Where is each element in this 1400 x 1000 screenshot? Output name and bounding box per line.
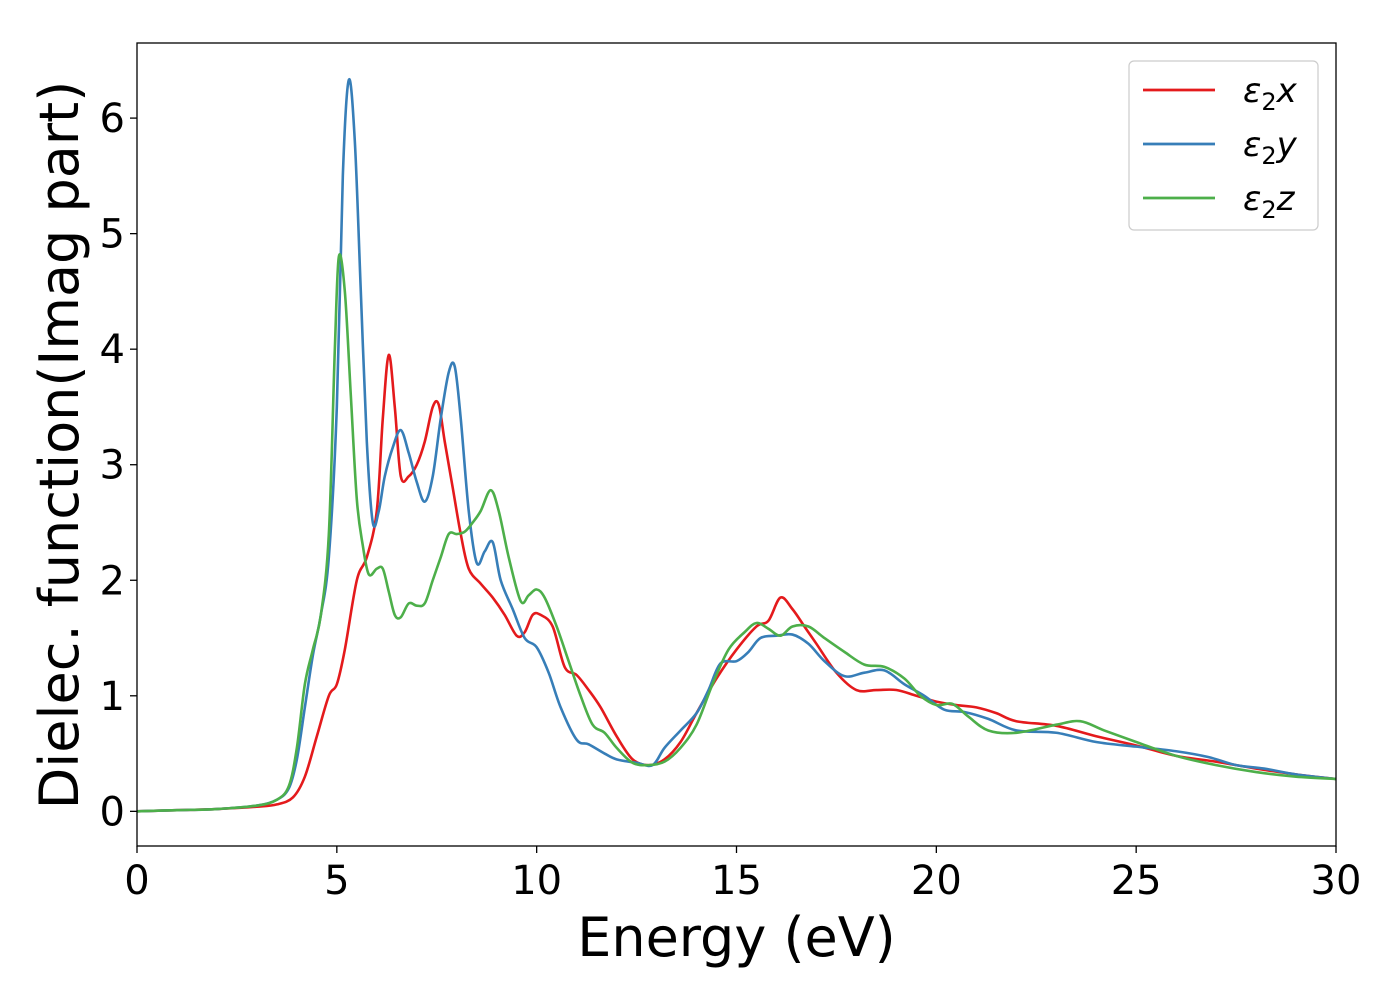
x-tick-label: 10 xyxy=(511,858,562,904)
legend-label-z: ε2z xyxy=(1243,179,1296,224)
x-axis-title: Energy (eV) xyxy=(577,906,896,969)
legend: ε2x ε2y ε2z xyxy=(1128,60,1319,231)
x-axis: 0 5 10 15 20 25 30 xyxy=(124,846,1361,904)
series-line-x xyxy=(137,353,1336,813)
y-axis: 0 1 2 3 4 5 6 xyxy=(100,96,137,835)
x-tick-label: 20 xyxy=(911,858,962,904)
series-line-y xyxy=(137,78,1336,813)
legend-label-y: ε2y xyxy=(1243,125,1298,170)
y-tick-label: 5 xyxy=(100,212,125,258)
x-tick-label: 5 xyxy=(324,858,349,904)
x-tick-label: 30 xyxy=(1311,858,1362,904)
series-layer xyxy=(137,78,1336,813)
y-tick-label: 4 xyxy=(100,327,125,373)
y-tick-label: 1 xyxy=(100,674,125,720)
y-axis-title: Dielec. function(Imag part) xyxy=(28,81,91,810)
y-tick-label: 0 xyxy=(100,789,125,835)
series-line-z xyxy=(137,253,1336,813)
y-tick-label: 3 xyxy=(100,443,125,489)
y-tick-label: 2 xyxy=(100,558,125,604)
x-tick-label: 25 xyxy=(1111,858,1162,904)
y-tick-label: 6 xyxy=(100,96,125,142)
x-tick-label: 0 xyxy=(124,858,149,904)
legend-box xyxy=(1128,60,1319,231)
legend-label-x: ε2x xyxy=(1243,71,1298,116)
x-tick-label: 15 xyxy=(711,858,762,904)
